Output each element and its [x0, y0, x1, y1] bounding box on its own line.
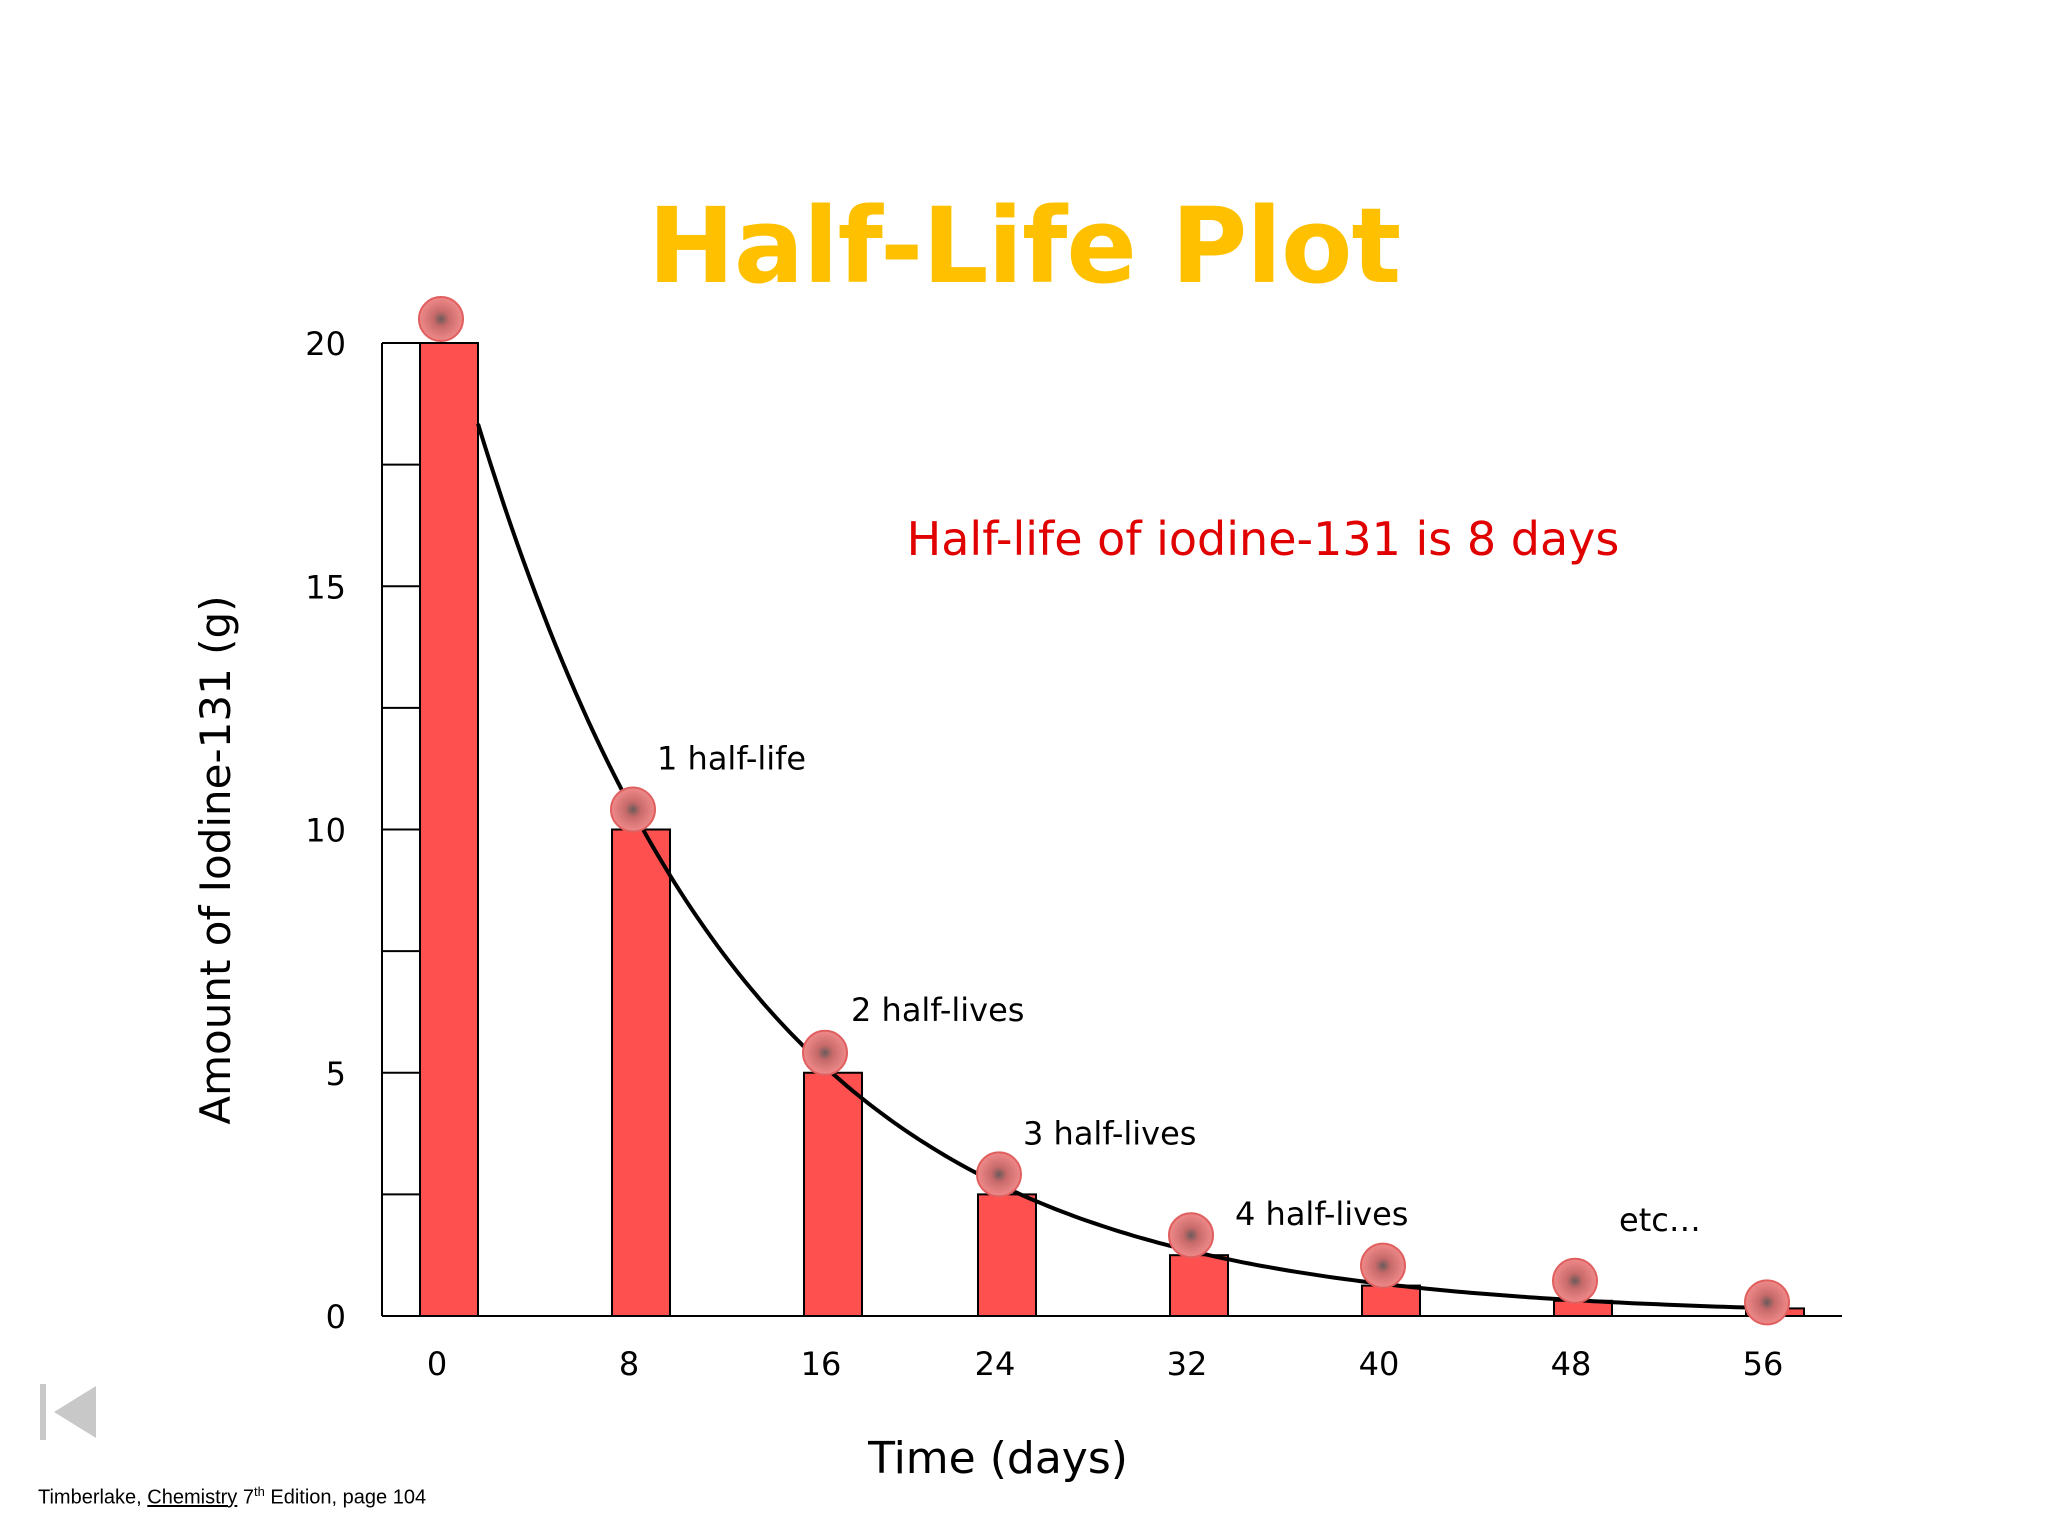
data-point-marker — [418, 296, 464, 342]
bar — [803, 1071, 863, 1317]
citation-book: Chemistry — [147, 1486, 238, 1509]
citation: Timberlake, Chemistry 7th Edition, page … — [38, 1484, 426, 1510]
data-point-marker — [610, 786, 656, 833]
x-tick-label: 8 — [619, 1345, 639, 1383]
y-tick-label: 0 — [326, 1298, 346, 1336]
x-axis-title: Time (days) — [867, 1433, 1128, 1484]
bar — [1169, 1254, 1229, 1317]
data-point-marker — [1360, 1242, 1406, 1289]
citation-edition-sup: th — [254, 1484, 265, 1499]
chart-note: Half-life of iodine-131 is 8 days — [907, 512, 1620, 566]
citation-author: Timberlake, — [38, 1486, 148, 1509]
data-point-marker — [1744, 1279, 1790, 1326]
decay-curve — [476, 423, 1776, 1311]
data-point-marker — [802, 1029, 848, 1076]
first-slide-button[interactable] — [38, 1380, 102, 1444]
citation-rest: Edition, page 104 — [264, 1486, 427, 1509]
annotation-label: 1 half-life — [657, 740, 806, 778]
bar — [419, 342, 479, 1317]
bar — [611, 828, 671, 1317]
annotation-label: etc… — [1619, 1201, 1701, 1239]
slide-title: Half-Life Plot — [647, 185, 1401, 307]
bar — [977, 1193, 1037, 1317]
y-tick-label: 5 — [326, 1055, 346, 1093]
x-tick-label: 48 — [1551, 1345, 1592, 1383]
annotation-label: 3 half-lives — [1023, 1114, 1196, 1152]
data-point-marker — [1168, 1212, 1214, 1259]
bar — [1361, 1284, 1421, 1317]
data-point-marker — [976, 1151, 1022, 1198]
annotation-label: 4 half-lives — [1235, 1195, 1408, 1233]
y-tick-label: 10 — [305, 812, 346, 850]
x-tick-label: 56 — [1743, 1345, 1784, 1383]
x-tick-label: 16 — [801, 1345, 842, 1383]
first-slide-icon — [40, 1384, 96, 1440]
y-tick-label: 15 — [305, 568, 346, 606]
x-tick-label: 40 — [1359, 1345, 1400, 1383]
citation-edition-num: 7 — [237, 1486, 254, 1509]
x-tick-label: 32 — [1167, 1345, 1208, 1383]
y-tick-label: 20 — [305, 325, 346, 363]
y-axis-title: Amount of Iodine-131 (g) — [191, 595, 240, 1124]
annotation-label: 2 half-lives — [851, 991, 1024, 1029]
x-tick-label: 24 — [975, 1345, 1016, 1383]
data-point-marker — [1552, 1257, 1598, 1304]
x-tick-label: 0 — [427, 1345, 447, 1383]
